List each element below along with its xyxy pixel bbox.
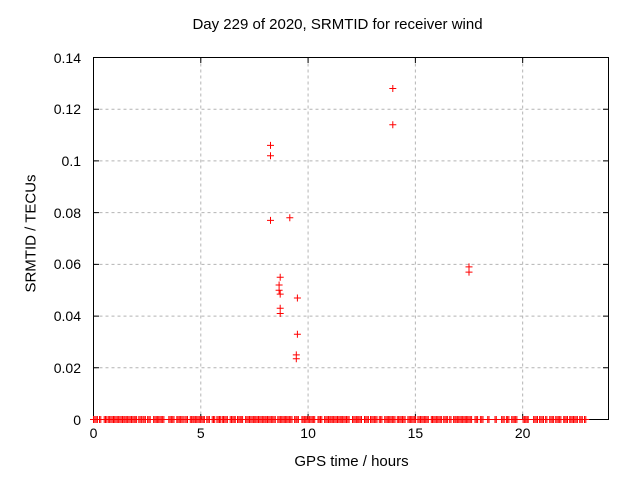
x-tick-label: 5 xyxy=(196,425,205,441)
x-tick-label: 0 xyxy=(89,425,98,441)
x-axis-label: GPS time / hours xyxy=(294,453,409,470)
y-tick-label: 0.12 xyxy=(53,101,81,118)
y-tick-label: 0.08 xyxy=(53,204,81,221)
x-tick-label: 15 xyxy=(407,425,424,441)
baseline-data-points xyxy=(90,416,590,423)
y-tick-label: 0.06 xyxy=(53,256,81,273)
plot-border xyxy=(93,57,609,420)
x-tick-label: 10 xyxy=(300,425,316,441)
y-tick-label: 0 xyxy=(73,411,81,428)
y-tick-label: 0.04 xyxy=(53,308,81,325)
grid-lines xyxy=(93,57,609,420)
axis-ticks xyxy=(93,57,608,420)
data-points xyxy=(267,85,473,363)
y-tick-label: 0.02 xyxy=(53,359,81,376)
x-tick-label: 20 xyxy=(514,425,531,441)
chart-title: Day 229 of 2020, SRMTID for receiver win… xyxy=(192,16,483,33)
y-tick-label: 0.14 xyxy=(53,49,81,66)
y-tick-label: 0.1 xyxy=(61,152,81,169)
